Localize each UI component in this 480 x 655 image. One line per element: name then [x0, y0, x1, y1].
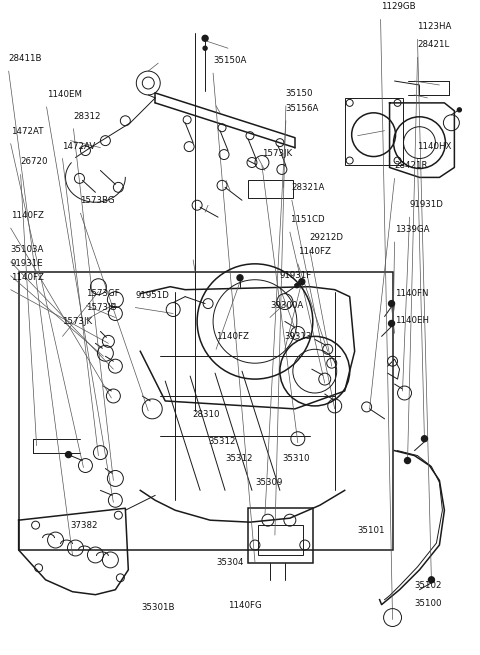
- Text: 1339GA: 1339GA: [395, 225, 429, 234]
- Text: 1140FZ: 1140FZ: [298, 247, 331, 256]
- Text: 1140FG: 1140FG: [228, 601, 262, 610]
- Text: 1151CD: 1151CD: [290, 215, 324, 224]
- Text: 1140EH: 1140EH: [395, 316, 429, 326]
- Text: 28321A: 28321A: [292, 183, 325, 193]
- Text: 28310: 28310: [192, 410, 220, 419]
- Text: 35312: 35312: [225, 453, 252, 462]
- Text: 28421L: 28421L: [418, 40, 450, 49]
- Text: 35304: 35304: [216, 558, 243, 567]
- Text: 35301B: 35301B: [142, 603, 175, 612]
- Text: 1472AT: 1472AT: [11, 126, 43, 136]
- Text: 1140FZ: 1140FZ: [216, 332, 249, 341]
- Text: 35309: 35309: [255, 478, 282, 487]
- Circle shape: [203, 47, 207, 50]
- Circle shape: [299, 279, 305, 285]
- Text: 35102: 35102: [415, 581, 442, 590]
- Text: 1573JK: 1573JK: [62, 318, 93, 326]
- Text: 1129GB: 1129GB: [381, 3, 415, 12]
- Circle shape: [237, 274, 243, 281]
- Text: 26720: 26720: [21, 157, 48, 166]
- Text: 39300A: 39300A: [270, 301, 303, 310]
- Text: 1472AV: 1472AV: [62, 141, 96, 151]
- Text: 91931F: 91931F: [280, 271, 312, 280]
- Text: 1140FZ: 1140FZ: [11, 211, 44, 220]
- Bar: [345, 98, 403, 166]
- Circle shape: [65, 452, 72, 458]
- Bar: [258, 525, 303, 555]
- Text: 1573JB: 1573JB: [86, 303, 117, 312]
- Circle shape: [429, 577, 434, 583]
- Circle shape: [202, 35, 208, 41]
- Text: 29212D: 29212D: [310, 233, 344, 242]
- Text: 35312: 35312: [208, 437, 236, 445]
- Text: 35310: 35310: [283, 453, 311, 462]
- Text: 28312: 28312: [73, 112, 101, 121]
- Text: 1123HA: 1123HA: [418, 22, 452, 31]
- Text: 35101: 35101: [358, 526, 385, 535]
- Circle shape: [421, 436, 428, 441]
- Text: 1140EM: 1140EM: [47, 90, 82, 99]
- Text: 35100: 35100: [415, 599, 442, 608]
- Text: 39313: 39313: [285, 332, 312, 341]
- Text: 1573BG: 1573BG: [81, 196, 115, 205]
- Text: 35150A: 35150A: [213, 56, 246, 65]
- Text: 35156A: 35156A: [286, 104, 319, 113]
- Text: 28411B: 28411B: [9, 54, 42, 63]
- Circle shape: [405, 458, 410, 464]
- Circle shape: [389, 320, 395, 326]
- Text: 1573GF: 1573GF: [86, 289, 120, 297]
- Text: 91931D: 91931D: [409, 200, 444, 209]
- Text: 1573JK: 1573JK: [262, 149, 292, 158]
- Text: 37382: 37382: [71, 521, 98, 530]
- Bar: [248, 180, 293, 198]
- Text: 91951D: 91951D: [135, 291, 169, 299]
- Text: 28421R: 28421R: [395, 161, 428, 170]
- Text: 91931E: 91931E: [11, 259, 43, 268]
- Bar: [248, 508, 313, 563]
- Text: 35103A: 35103A: [11, 245, 44, 254]
- Text: 1140FZ: 1140FZ: [11, 272, 44, 282]
- Circle shape: [295, 284, 299, 288]
- Text: 1140HX: 1140HX: [418, 141, 452, 151]
- Bar: [19, 272, 393, 550]
- Text: 1140FN: 1140FN: [395, 289, 428, 297]
- Circle shape: [389, 301, 395, 307]
- Circle shape: [457, 108, 461, 112]
- Text: 35150: 35150: [286, 89, 313, 98]
